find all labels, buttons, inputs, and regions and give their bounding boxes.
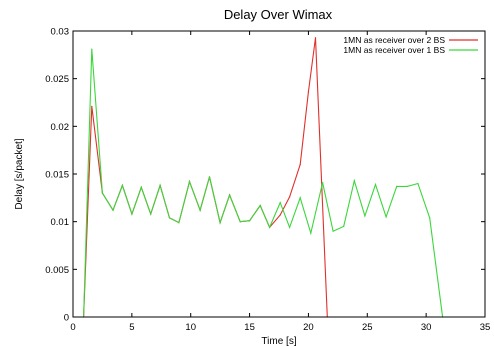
series-2-point: [353, 180, 355, 182]
series-2-point: [188, 181, 191, 183]
x-tick-label: 5: [129, 322, 134, 333]
y-tick-label: 0.025: [45, 74, 69, 85]
series-2-point: [343, 225, 345, 227]
series-2-point: [385, 216, 387, 218]
series-2-point: [396, 185, 398, 187]
series-2-point: [429, 217, 431, 219]
y-tick-label: 0.02: [51, 122, 70, 133]
series-1-point: [91, 105, 93, 107]
y-tick-label: 0.03: [51, 27, 70, 38]
series-2-point: [101, 192, 103, 194]
series-1-point: [307, 91, 309, 93]
series-2-point: [229, 194, 231, 196]
y-tick-label: 0.005: [45, 265, 69, 276]
series-2-point: [364, 215, 366, 217]
x-tick-label: 20: [303, 322, 314, 333]
series-layer: [83, 37, 444, 318]
series-1-line: [83, 37, 328, 318]
series-2-point: [219, 222, 221, 224]
series-2-point: [310, 232, 312, 234]
series-2-point: [279, 202, 281, 204]
series-2-point: [259, 204, 261, 207]
series-2-point: [91, 48, 93, 50]
series-2-point: [374, 183, 377, 186]
y-axis-label: Delay [s/packet]: [14, 138, 25, 209]
y-tick-label: 0.015: [45, 170, 69, 181]
series-2-point: [249, 220, 251, 222]
series-2-point: [417, 182, 419, 185]
series-2-point: [406, 185, 408, 187]
series-2-point: [150, 213, 152, 215]
series-1-point: [289, 196, 291, 198]
series-2-point: [168, 217, 171, 219]
x-tick-label: 35: [480, 322, 491, 333]
series-2-point: [178, 222, 180, 224]
series-2-point: [199, 209, 201, 211]
x-axis-label: Time [s]: [261, 336, 296, 347]
series-2-point: [239, 221, 241, 223]
ticks-layer: 0 5 10 15 20 25 30 35 0 0.005 0.01 0.015 0.02 0.025 0.…: [45, 27, 490, 334]
series-2-point: [131, 213, 133, 215]
plot-frame: [72, 30, 486, 318]
series-2: [83, 48, 444, 318]
x-tick-label: 15: [244, 322, 255, 333]
series-2-point: [121, 184, 123, 186]
y-tick-label: 0.01: [51, 217, 70, 228]
x-tick-label: 30: [421, 322, 432, 333]
x-tick-label: 10: [185, 322, 196, 333]
y-tick-label: 0: [64, 313, 69, 324]
legend-label: 1MN as receiver over 1 BS: [343, 45, 445, 55]
series-2-point: [299, 197, 301, 199]
legend-label: 1MN as receiver over 2 BS: [343, 35, 445, 45]
series-2-point: [322, 182, 324, 184]
chart-title: Delay Over Wimax: [224, 7, 333, 22]
series-1-point: [314, 37, 317, 39]
series-2-point: [112, 209, 114, 211]
x-tick-label: 25: [362, 322, 373, 333]
series-2-line: [83, 49, 444, 318]
series-2-point: [208, 176, 211, 178]
series-2-point: [159, 184, 161, 186]
series-2-point: [332, 230, 334, 232]
series-2-point: [269, 226, 271, 228]
series-1-point: [299, 163, 301, 166]
series-2-point: [289, 226, 291, 228]
series-2-point: [140, 186, 142, 188]
series-1-point: [279, 214, 281, 216]
x-tick-label: 0: [70, 322, 75, 333]
series-1: [83, 37, 328, 318]
